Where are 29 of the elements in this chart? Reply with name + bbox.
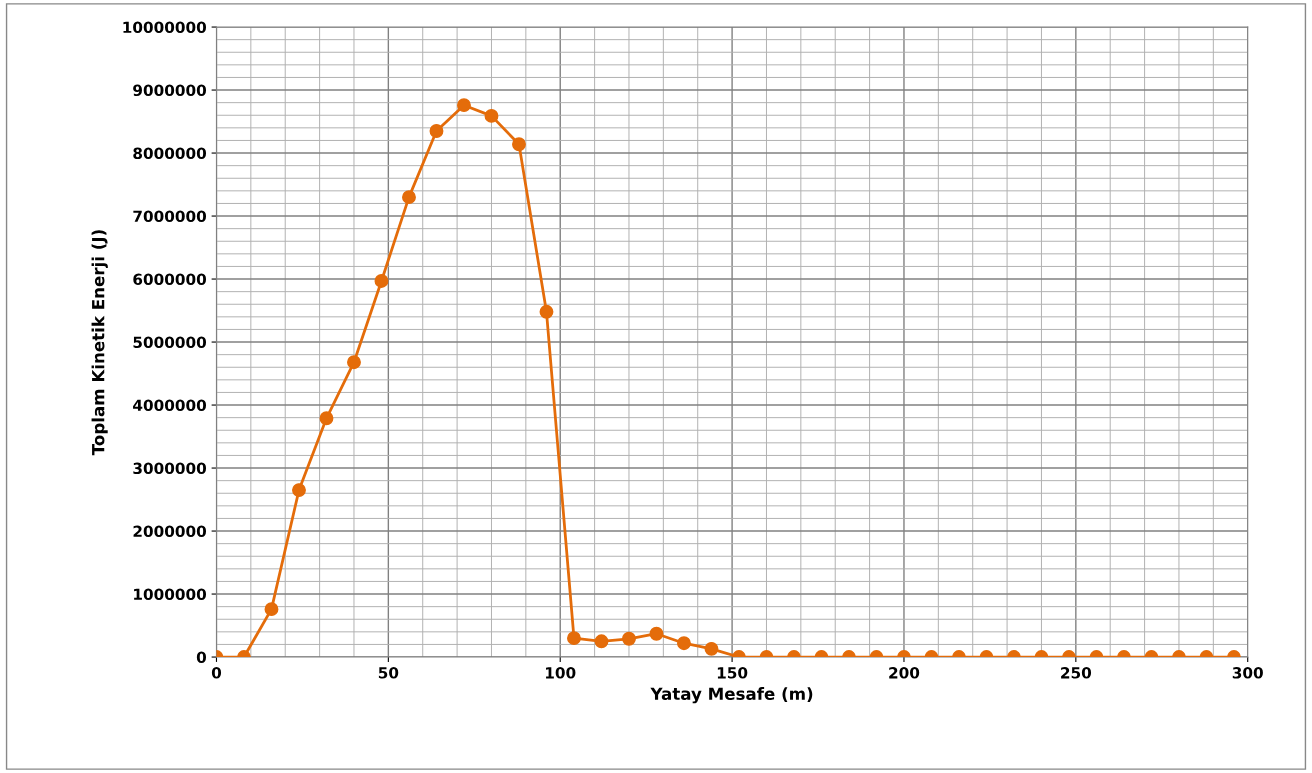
- point: [512, 137, 526, 152]
- point: [457, 98, 471, 113]
- point: [319, 411, 334, 426]
- x-tick-label: 300: [1232, 667, 1263, 679]
- y-tick-label: 4000000: [133, 399, 207, 412]
- x-tick-label: 100: [546, 667, 576, 679]
- point: [429, 124, 444, 138]
- y-tick-label: 6000000: [133, 273, 207, 286]
- point: [402, 190, 416, 205]
- y-tick-label: 8000000: [133, 147, 207, 160]
- point: [539, 304, 554, 319]
- y-tick-label: 2000000: [133, 525, 207, 538]
- y-tick-label: 0: [196, 651, 207, 664]
- x-tick-label: 200: [889, 667, 920, 679]
- y-axis-title: Toplam Kinetik Enerji (J): [91, 230, 108, 456]
- y-tick-label: 1000000: [134, 588, 207, 601]
- y-tick-label: 7000000: [133, 210, 207, 223]
- y-tick-label: 5000000: [133, 336, 207, 349]
- x-tick-label: 250: [1061, 667, 1092, 679]
- y-tick-label: 9000000: [133, 84, 207, 97]
- y-tick-label: 10000000: [123, 21, 207, 34]
- point: [347, 355, 361, 370]
- x-tick-label: 50: [378, 667, 399, 679]
- x-tick-label: 150: [717, 667, 748, 679]
- point: [484, 108, 499, 123]
- x-tick-label: 0: [211, 667, 222, 679]
- y-tick-label: 3000000: [133, 462, 207, 475]
- x-axis-title: Yatay Mesafe (m): [650, 687, 813, 704]
- point: [374, 273, 389, 288]
